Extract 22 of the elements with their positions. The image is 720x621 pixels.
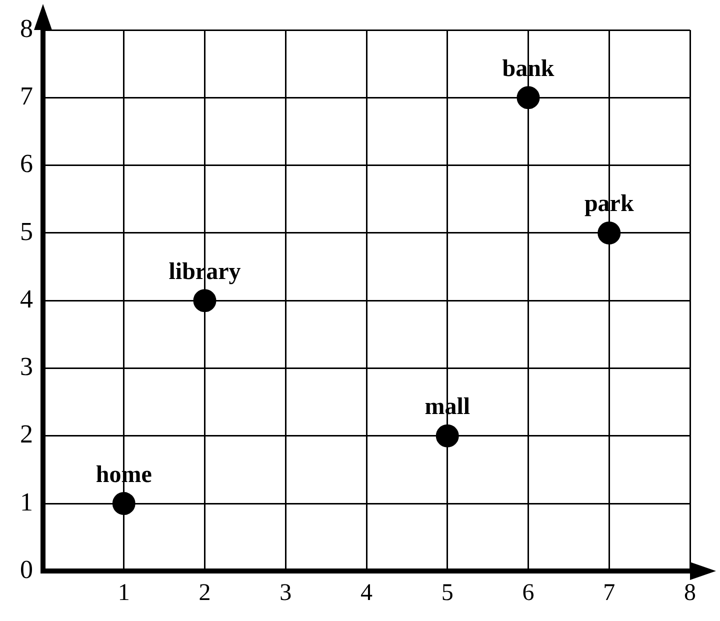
x-tick-label: 3 <box>280 580 292 606</box>
point <box>193 289 216 312</box>
point <box>436 424 459 448</box>
y-tick-label: 2 <box>20 420 33 449</box>
y-tick-label: 8 <box>20 14 33 43</box>
y-tick-label: 3 <box>20 352 33 382</box>
y-tick-label: 1 <box>20 487 33 516</box>
point <box>112 492 136 516</box>
y-tick-label: 7 <box>20 81 33 110</box>
y-tick-label: 0 <box>20 555 33 584</box>
x-tick-label: 5 <box>441 580 454 606</box>
x-tick-label: 1 <box>118 580 130 606</box>
point <box>598 221 621 244</box>
x-tick-label: 7 <box>603 580 616 606</box>
x-tick-label: 2 <box>198 580 211 606</box>
y-tick-label: 6 <box>20 149 33 178</box>
y-tick-label: 4 <box>20 284 33 314</box>
x-tick-label: 8 <box>684 580 696 606</box>
x-tick-label: 6 <box>522 580 534 606</box>
y-tick-label: 5 <box>20 216 33 246</box>
x-tick-label: 4 <box>360 580 372 606</box>
point <box>516 86 540 110</box>
